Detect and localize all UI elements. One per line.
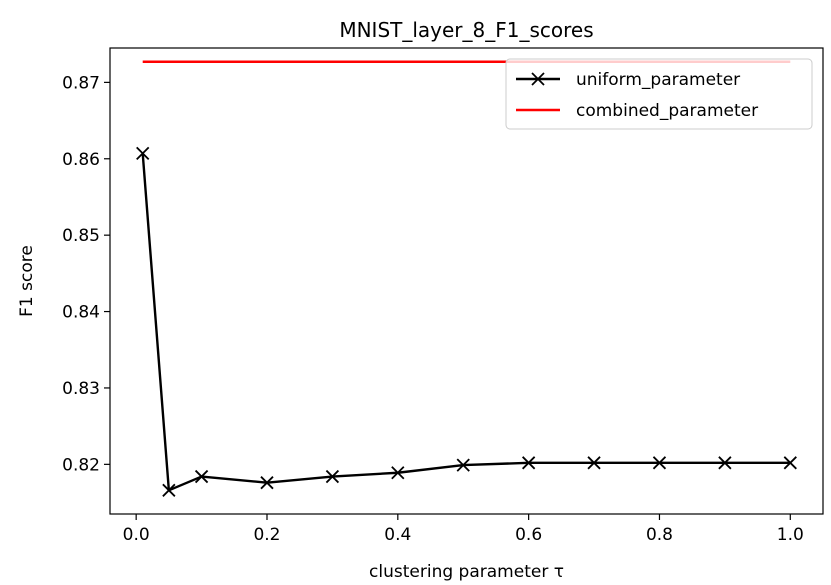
y-tick-label: 0.84 xyxy=(62,303,100,323)
data-point-marker xyxy=(260,476,274,490)
chart-title: MNIST_layer_8_F1_scores xyxy=(339,18,593,42)
legend: uniform_parameter combined_parameter xyxy=(505,58,813,130)
series-line-uniform_parameter xyxy=(141,153,791,492)
y-tick-label: 0.82 xyxy=(62,455,100,475)
y-tick-label: 0.86 xyxy=(62,150,100,170)
x-axis: 0.0 0.2 0.4 0.6 0.8 1.0 xyxy=(123,514,804,545)
data-point-marker xyxy=(587,456,601,470)
data-point-marker xyxy=(783,456,797,470)
y-tick-label: 0.85 xyxy=(62,226,100,246)
legend-box xyxy=(505,58,813,130)
x-tick-label: 0.8 xyxy=(646,525,673,545)
data-point-marker xyxy=(522,456,536,470)
data-point-marker xyxy=(718,456,732,470)
data-point-marker xyxy=(194,469,209,484)
plot-frame xyxy=(109,47,824,515)
data-point-marker xyxy=(325,469,340,484)
y-axis: 0.82 0.83 0.84 0.85 0.86 0.87 xyxy=(62,73,110,475)
data-point-marker xyxy=(162,483,176,497)
legend-label-combined_parameter: combined_parameter xyxy=(576,101,758,121)
x-tick-label: 0.4 xyxy=(384,525,411,545)
data-point-marker xyxy=(391,466,405,480)
x-tick-label: 1.0 xyxy=(777,525,804,545)
legend-label-uniform_parameter: uniform_parameter xyxy=(576,70,740,90)
data-point-marker xyxy=(456,458,470,472)
plot-markers xyxy=(136,146,797,497)
y-tick-label: 0.83 xyxy=(62,379,100,399)
y-tick-label: 0.87 xyxy=(62,73,100,93)
data-point-marker xyxy=(652,456,667,470)
x-axis-label: clustering parameter τ xyxy=(369,562,564,582)
data-point-marker xyxy=(136,146,150,161)
y-axis-label: F1 score xyxy=(17,245,37,317)
legend-marker xyxy=(531,72,545,86)
x-tick-label: 0.2 xyxy=(253,525,280,545)
x-tick-label: 0.0 xyxy=(123,525,150,545)
x-tick-label: 0.6 xyxy=(515,525,542,545)
